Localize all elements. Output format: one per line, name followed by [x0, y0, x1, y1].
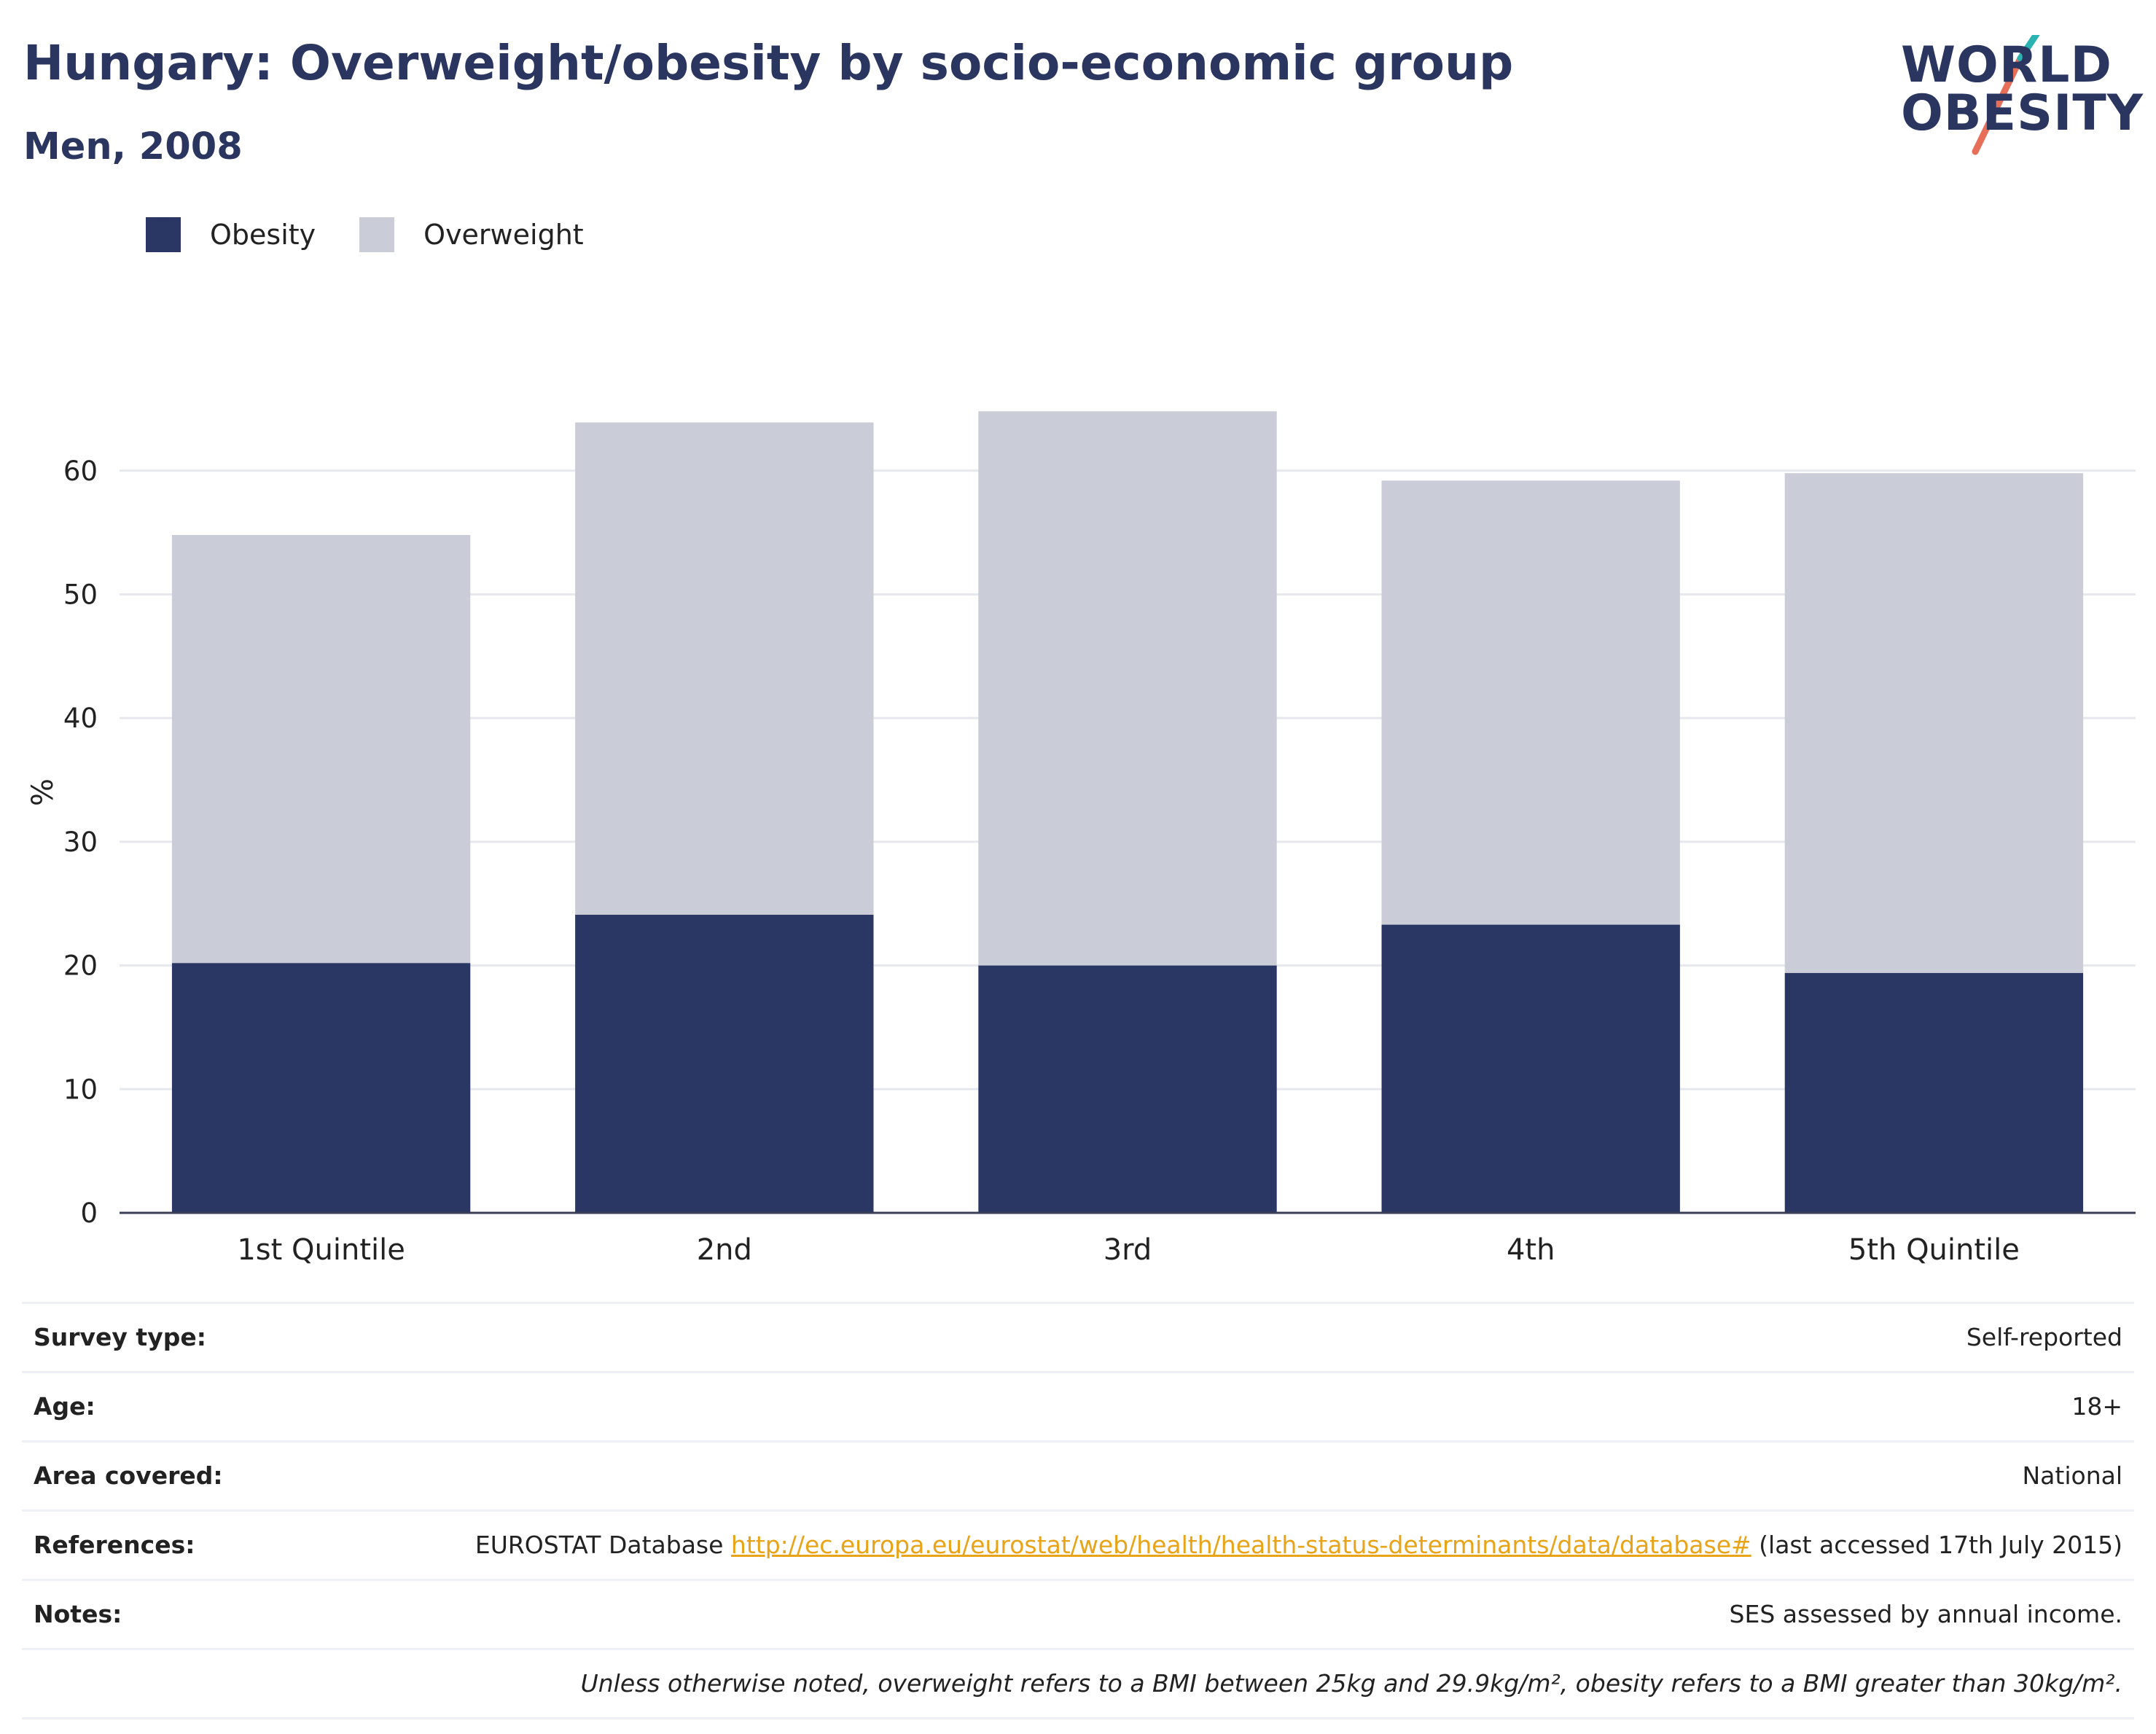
- bar-overweight-1: [171, 535, 471, 964]
- meta-label-area: Area covered:: [34, 1461, 223, 1490]
- bar-overweight-5: [1784, 473, 2084, 973]
- y-tick-label: 10: [63, 1074, 98, 1105]
- bar-obesity-5: [1784, 972, 2084, 1213]
- logo-line-1: WORLD: [1901, 36, 2112, 94]
- chart-legend: Obesity Overweight: [146, 217, 628, 252]
- y-tick-label: 50: [63, 579, 98, 610]
- x-tick-label: 5th Quintile: [1848, 1233, 2020, 1267]
- y-tick-label: 20: [63, 950, 98, 982]
- legend-label-overweight: Overweight: [423, 219, 584, 251]
- meta-value-area: National: [2022, 1461, 2122, 1490]
- x-tick-label: 2nd: [697, 1233, 752, 1267]
- meta-row-age: Age: 18+: [22, 1371, 2134, 1440]
- y-tick-label: 30: [63, 827, 98, 858]
- logo-line-2: OBESITY: [1901, 85, 2144, 142]
- meta-row-footnote: Unless otherwise noted, overweight refer…: [22, 1648, 2134, 1719]
- legend-swatch-obesity: [146, 217, 181, 252]
- x-tick-label: 1st Quintile: [237, 1233, 405, 1267]
- legend-label-obesity: Obesity: [210, 219, 316, 251]
- stacked-bar-chart: 0 10 20 30 40 50 60% 1st Quintile 2nd 3rd 4th 5th Q…: [26, 411, 2136, 1267]
- legend-item-overweight[interactable]: Overweight: [359, 217, 584, 252]
- meta-row-survey-type: Survey type: Self-reported: [22, 1302, 2134, 1371]
- y-axis-label: %: [26, 778, 60, 806]
- metadata-table: Survey type: Self-reported Age: 18+ Area…: [22, 1302, 2134, 1719]
- y-tick-label: 40: [63, 703, 98, 734]
- references-suffix: (last accessed 17th July 2015): [1751, 1531, 2122, 1559]
- references-link[interactable]: http://ec.europa.eu/eurostat/web/health/…: [730, 1531, 1751, 1559]
- meta-row-notes: Notes: SES assessed by annual income.: [22, 1579, 2134, 1648]
- meta-value-references: EUROSTAT Database http://ec.europa.eu/eu…: [475, 1531, 2122, 1560]
- bar-overweight-4: [1381, 480, 1680, 925]
- meta-row-references: References: EUROSTAT Database http://ec.…: [22, 1510, 2134, 1579]
- bar-obesity-2: [575, 915, 874, 1213]
- bar-obesity-1: [171, 963, 471, 1213]
- bar-overweight-2: [575, 422, 874, 915]
- chart-title: Hungary: Overweight/obesity by socio-eco…: [23, 35, 1514, 91]
- references-prefix: EUROSTAT Database: [474, 1531, 731, 1559]
- chart-subtitle: Men, 2008: [23, 125, 243, 168]
- meta-label-survey-type: Survey type:: [34, 1323, 206, 1351]
- meta-label-references: References:: [34, 1531, 195, 1559]
- world-obesity-logo: WORLD OBESITY: [1895, 35, 2143, 159]
- meta-value-age: 18+: [2071, 1392, 2122, 1421]
- bar-obesity-3: [978, 965, 1277, 1213]
- x-tick-label: 4th: [1507, 1233, 1555, 1267]
- y-tick-label: 60: [63, 456, 98, 487]
- meta-value-notes: SES assessed by annual income.: [1729, 1600, 2122, 1628]
- bar-obesity-4: [1381, 924, 1680, 1213]
- x-tick-label: 3rd: [1104, 1233, 1152, 1267]
- meta-label-age: Age:: [34, 1392, 95, 1421]
- legend-item-obesity[interactable]: Obesity: [146, 217, 316, 252]
- meta-label-notes: Notes:: [34, 1600, 122, 1628]
- y-tick-label: 0: [80, 1198, 98, 1229]
- meta-row-area: Area covered: National: [22, 1440, 2134, 1510]
- meta-value-survey-type: Self-reported: [1966, 1323, 2122, 1351]
- bmi-footnote: Unless otherwise noted, overweight refer…: [580, 1669, 2122, 1698]
- legend-swatch-overweight: [359, 217, 395, 252]
- bar-overweight-3: [978, 411, 1277, 966]
